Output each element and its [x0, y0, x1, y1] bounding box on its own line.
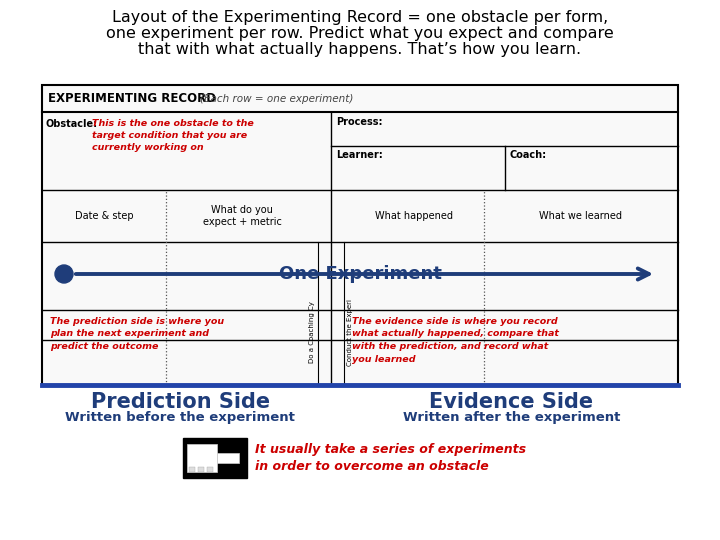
Text: Coach:: Coach:	[510, 150, 546, 160]
Circle shape	[55, 265, 73, 283]
Text: (Each row = one experiment): (Each row = one experiment)	[200, 93, 354, 104]
Text: Obstacle:: Obstacle:	[46, 119, 98, 129]
Text: Date & step: Date & step	[75, 211, 133, 221]
Text: Layout of the Experimenting Record = one obstacle per form,: Layout of the Experimenting Record = one…	[112, 10, 608, 25]
Bar	[42, 85, 678, 385]
Bar	[217, 453, 239, 463]
Text: Learner:: Learner:	[336, 150, 383, 160]
Text: Written after the experiment: Written after the experiment	[402, 411, 620, 424]
Text: Conduct the Experi: Conduct the Experi	[347, 299, 354, 366]
Text: What do you
expect + metric: What do you expect + metric	[203, 205, 282, 227]
Text: Written before the experiment: Written before the experiment	[66, 411, 295, 424]
Text: EXPERIMENTING RECORD: EXPERIMENTING RECORD	[48, 92, 216, 105]
Text: The prediction side is where you
plan the next experiment and
predict the outcom: The prediction side is where you plan th…	[50, 317, 224, 351]
Text: One Experiment: One Experiment	[279, 265, 441, 283]
Bar	[187, 444, 217, 472]
Text: one experiment per row. Predict what you expect and compare: one experiment per row. Predict what you…	[106, 26, 614, 41]
Text: in order to overcome an obstacle: in order to overcome an obstacle	[255, 460, 489, 472]
Text: The evidence side is where you record
what actually happened, compare that
with : The evidence side is where you record wh…	[352, 317, 559, 363]
Text: It usually take a series of experiments: It usually take a series of experiments	[255, 443, 526, 456]
Bar	[183, 438, 247, 478]
Bar	[198, 467, 204, 472]
Text: Evidence Side: Evidence Side	[429, 392, 593, 412]
Text: that with what actually happens. That’s how you learn.: that with what actually happens. That’s …	[138, 42, 582, 57]
Bar	[207, 467, 213, 472]
Text: This is the one obstacle to the
target condition that you are
currently working : This is the one obstacle to the target c…	[92, 119, 254, 152]
Text: What we learned: What we learned	[539, 211, 623, 221]
Text: Do a Coaching Cy: Do a Coaching Cy	[310, 301, 315, 363]
Text: What happened: What happened	[375, 211, 453, 221]
Text: Process:: Process:	[336, 117, 383, 127]
Bar	[189, 467, 195, 472]
Text: Prediction Side: Prediction Side	[91, 392, 270, 412]
